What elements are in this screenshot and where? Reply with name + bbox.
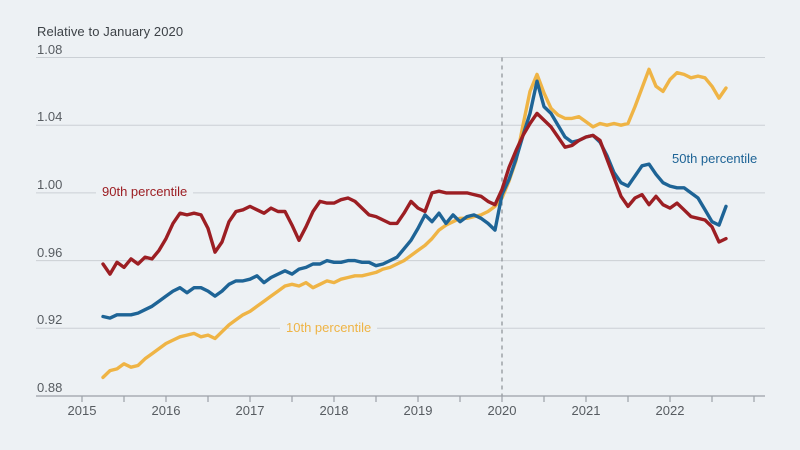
x-tick-label: 2020 — [487, 403, 517, 418]
line-50th-percentile — [101, 79, 728, 320]
y-tick-label: 0.88 — [37, 380, 63, 395]
x-tick-label: 2022 — [655, 403, 685, 418]
x-tick-label: 2021 — [571, 403, 601, 418]
x-tick-label: 2017 — [235, 403, 265, 418]
line-90th-percentile — [101, 111, 728, 276]
y-tick-label: 0.96 — [37, 244, 63, 260]
x-tick-label: 2016 — [151, 403, 181, 418]
line-10th-percentile — [101, 67, 728, 380]
y-tick-label: 1.00 — [37, 176, 63, 192]
y-tick-label: 0.92 — [37, 312, 63, 328]
series-label-90th-percentile: 90th percentile — [96, 184, 194, 199]
chart-title: Relative to January 2020 — [37, 24, 184, 39]
x-tick-label: 2018 — [319, 403, 349, 418]
x-tick-label: 2019 — [403, 403, 433, 418]
series-label-50th-percentile: 50th percentile — [672, 151, 758, 166]
x-tick-label: 2015 — [67, 403, 97, 418]
y-tick-label: 1.08 — [37, 41, 63, 57]
series-label-10th-percentile: 10th percentile — [280, 320, 378, 335]
y-tick-label: 1.04 — [37, 109, 63, 125]
